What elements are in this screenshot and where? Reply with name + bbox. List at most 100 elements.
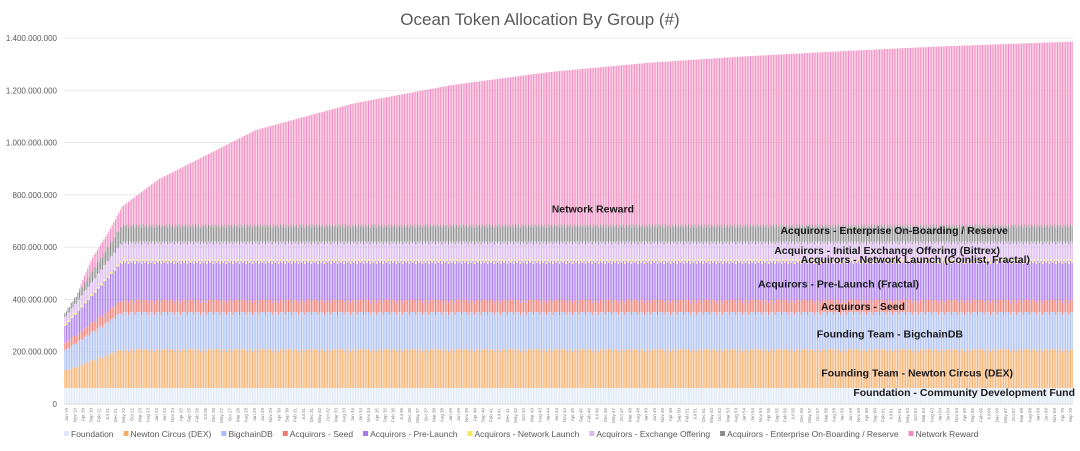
bar-segment: [662, 312, 663, 349]
bar-segment: [239, 138, 240, 227]
bar-segment: [659, 224, 660, 241]
bar-segment: [750, 56, 751, 224]
bar-segment: [456, 84, 457, 224]
bar-segment: [672, 312, 673, 349]
bar-segment: [613, 312, 614, 349]
bar-segment: [113, 237, 114, 252]
bar-segment: [572, 352, 573, 388]
bar-segment: [531, 74, 532, 224]
bar-segment: [255, 130, 256, 226]
bar-segment: [208, 241, 209, 259]
bar-segment: [169, 388, 170, 404]
bar-segment: [322, 300, 323, 312]
bar-segment: [747, 261, 748, 300]
bar-segment: [290, 349, 291, 388]
bar-segment: [249, 300, 250, 312]
bar-segment: [383, 315, 384, 352]
bar-segment: [388, 259, 389, 261]
bar-segment: [572, 264, 573, 303]
bar-segment: [752, 263, 753, 300]
bar-segment: [484, 261, 485, 263]
bar-segment: [412, 243, 413, 261]
bar-segment: [585, 245, 586, 263]
bar-segment: [241, 349, 242, 388]
bar-segment: [182, 241, 183, 259]
bar-segment: [295, 119, 296, 226]
bar-segment: [556, 243, 557, 261]
bar-segment: [190, 263, 191, 300]
bar-segment: [675, 61, 676, 224]
bar-segment: [205, 259, 206, 261]
bar-segment: [890, 49, 891, 225]
bar-segment: [664, 62, 665, 228]
bar-segment: [376, 262, 377, 264]
bar-segment: [582, 388, 583, 404]
bar-segment: [742, 262, 743, 264]
bar-segment: [268, 261, 269, 263]
bar-segment: [464, 83, 465, 226]
bar-segment: [709, 303, 710, 315]
bar-segment: [430, 241, 431, 259]
bar-segment: [121, 315, 122, 352]
bar-segment: [399, 261, 400, 263]
bar-segment: [579, 228, 580, 245]
bar-segment: [308, 226, 309, 243]
bar-segment: [154, 262, 155, 264]
bar-segment: [229, 312, 230, 349]
bar-segment: [523, 388, 524, 404]
bar-segment: [664, 388, 665, 404]
bar-segment: [246, 228, 247, 245]
bar-segment: [696, 245, 697, 263]
bar-segment: [141, 303, 142, 315]
bar-segment: [637, 303, 638, 315]
bar-segment: [606, 67, 607, 225]
bar-segment: [458, 312, 459, 349]
bar-segment: [796, 312, 797, 349]
bar-segment: [601, 67, 602, 226]
bar-segment: [330, 303, 331, 315]
bar-segment: [187, 303, 188, 315]
bar-segment: [626, 312, 627, 349]
bar-segment: [786, 388, 787, 404]
bar-segment: [541, 261, 542, 300]
bar-segment: [107, 234, 108, 247]
bar-segment: [644, 264, 645, 303]
bar-segment: [797, 312, 798, 349]
bar-segment: [64, 343, 65, 350]
bar-segment: [329, 259, 330, 261]
bar-segment: [835, 52, 836, 225]
bar-segment: [184, 300, 185, 312]
bar-segment: [241, 137, 242, 224]
bar-segment: [108, 357, 109, 388]
bar-segment: [198, 159, 199, 224]
bar-segment: [551, 349, 552, 388]
bar-segment: [81, 331, 82, 339]
bar-segment: [688, 388, 689, 404]
bar-segment: [190, 388, 191, 404]
bar-segment: [561, 388, 562, 404]
bar-segment: [215, 259, 216, 261]
bar-segment: [528, 261, 529, 300]
bar-segment: [443, 259, 444, 261]
bar-segment: [536, 74, 537, 227]
bar-segment: [931, 264, 932, 303]
bar-segment: [637, 315, 638, 352]
bar-segment: [747, 241, 748, 259]
bar-segment: [226, 228, 227, 245]
bar-segment: [64, 371, 65, 389]
bar-segment: [112, 225, 113, 241]
bar-segment: [113, 388, 114, 404]
bar-segment: [711, 300, 712, 312]
bar-segment: [311, 315, 312, 352]
bar-segment: [86, 290, 87, 301]
bar-segment: [744, 388, 745, 404]
bar-segment: [201, 300, 202, 312]
bar-segment: [296, 224, 297, 241]
bar-segment: [295, 243, 296, 261]
bar-segment: [944, 303, 945, 315]
bar-segment: [753, 349, 754, 388]
bar-segment: [486, 224, 487, 241]
bar-segment: [386, 349, 387, 388]
bar-segment: [779, 259, 780, 261]
bar-segment: [461, 303, 462, 315]
